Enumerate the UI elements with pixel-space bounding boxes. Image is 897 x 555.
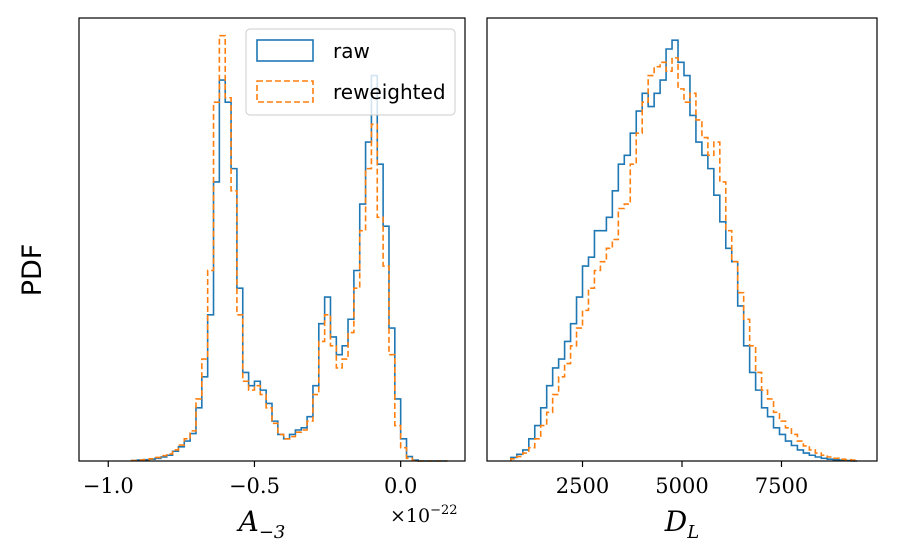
legend-box bbox=[245, 28, 456, 116]
left-offset-text: ×10−22 bbox=[390, 503, 458, 527]
left-x-ticks: −1.0 −0.5 0.0 bbox=[83, 461, 417, 498]
left-plot-frame bbox=[78, 17, 466, 462]
left-x-tick-label: −1.0 bbox=[83, 474, 134, 498]
right-x-ticks: 2500 5000 7500 bbox=[556, 461, 808, 498]
left-x-tick-label: 0.0 bbox=[384, 474, 417, 498]
legend-swatch-reweighted bbox=[256, 80, 314, 103]
left-panel: −1.0 −0.5 0.0 A−3 ×10−22 raw reweighted bbox=[78, 17, 466, 543]
right-plot-frame bbox=[486, 17, 878, 462]
right-series-group bbox=[510, 39, 858, 462]
right-x-tick-label: 2500 bbox=[556, 474, 609, 498]
right-series-reweighted bbox=[510, 57, 858, 461]
legend: raw reweighted bbox=[245, 28, 456, 116]
left-series-raw bbox=[130, 74, 448, 462]
legend-label-raw: raw bbox=[333, 39, 370, 63]
y-axis-label: PDF bbox=[17, 244, 48, 297]
right-panel: 2500 5000 7500 DL bbox=[486, 17, 878, 543]
right-x-axis-label: DL bbox=[664, 505, 699, 543]
right-x-tick-label: 5000 bbox=[655, 474, 708, 498]
left-series-group bbox=[130, 34, 448, 462]
legend-label-reweighted: reweighted bbox=[333, 80, 446, 104]
left-x-axis-label: A−3 bbox=[236, 505, 286, 543]
right-x-tick-label: 7500 bbox=[755, 474, 808, 498]
right-series-raw bbox=[510, 39, 858, 462]
left-x-tick-label: −0.5 bbox=[229, 474, 280, 498]
legend-swatch-raw bbox=[256, 39, 314, 62]
left-series-reweighted bbox=[130, 34, 448, 462]
